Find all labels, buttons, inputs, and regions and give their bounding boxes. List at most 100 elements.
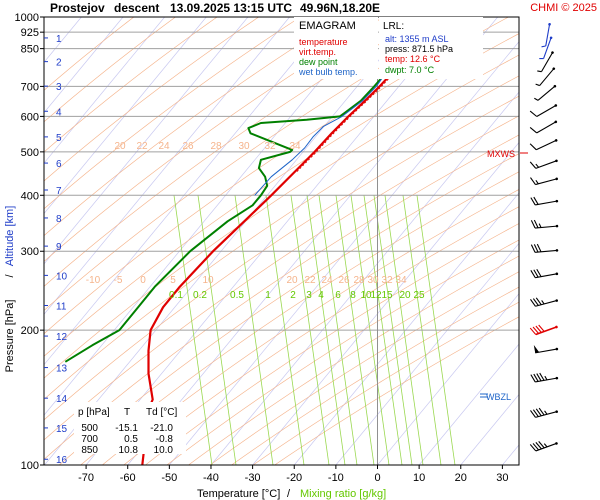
wind-barb [534,84,557,101]
lrl-dwpt: dwpt: 7.0 °C [385,65,435,75]
level-table: p [hPa] T Td [°C] 500 -15.1 -21.0 700 0.… [74,402,186,456]
lrl-alt: alt: 1355 m ASL [385,34,449,44]
wind-barb [541,23,551,48]
table-row-td: -0.8 [156,434,174,445]
plot-area [44,17,519,465]
theta-label: 26 [338,275,350,286]
alt-tick-label: 3 [56,82,62,93]
wind-barb [530,219,559,229]
p-tick-label: 1000 [15,12,39,24]
dry-adiabat [102,189,519,465]
table-row-p: 700 [81,434,98,445]
isotherm-line [44,17,165,164]
table-row-td: 10.0 [154,445,174,456]
dry-adiabat [44,33,519,357]
p-tick-label: 100 [21,460,39,472]
table-row-t: -15.1 [115,423,138,434]
isotherm-line [418,343,519,465]
table-row-t: 0.5 [124,434,138,445]
isotherm-line [127,17,498,465]
dry-adiabat [123,206,519,465]
copyright: CHMI © 2025 [530,2,597,14]
wind-barb [533,344,559,354]
dry-adiabat [44,17,259,182]
alt-tick-label: 9 [56,242,62,253]
theta-label: 30 [367,275,379,286]
dry-adiabat [44,17,343,237]
table-row-td: -21.0 [150,423,173,434]
dry-adiabat [44,95,519,421]
isotherm-line [169,41,519,465]
alt-tick-label: 15 [56,424,68,435]
alt-tick-label: 7 [56,186,62,197]
theta-label: 5 [170,275,176,286]
mixing-ratio-label: 15 [381,290,393,301]
wind-barb [529,139,558,151]
mixing-ratio-label: 6 [335,290,341,301]
alt-tick-label: 12 [56,332,68,343]
x-tick-label: -70 [78,472,94,484]
wind-barb [529,104,558,117]
theta-label: 24 [321,275,333,286]
table-row-t: 10.8 [119,445,139,456]
series-line-virt-temp [295,44,433,173]
wind-barb [530,268,559,279]
alt-tick-label: 5 [56,133,62,144]
isotherm-line [85,17,457,465]
dry-adiabat [274,316,519,465]
theta-label: 0 [140,275,146,286]
upper-mixing-label: 32 [264,141,276,152]
x-tick-label: 30 [496,472,508,484]
isotherm-line [210,91,519,465]
p-tick-label: 600 [21,111,39,123]
y-axis-title-altitude: Altitude [km] [4,206,16,267]
header-station: Prostejov [50,1,105,15]
isotherm-line [44,17,332,366]
mixing-ratio-label: 0.1 [169,290,183,301]
dry-adiabat [145,223,519,465]
mixing-ratio-label: 0.2 [193,290,207,301]
mixing-ratio-label: 0.5 [230,290,244,301]
y-axis-title-separator: / [4,274,16,278]
dry-adiabat [44,134,519,460]
wbzl-label: WBZL [486,392,511,402]
x-tick-label: -50 [161,472,177,484]
mixing-ratio-label: 4 [318,290,324,301]
alt-tick-label: 8 [56,214,62,225]
upper-mixing-label: 30 [238,141,250,152]
mixing-ratio-label: 1 [265,290,271,301]
dry-adiabat [44,17,426,287]
alt-tick-label: 1 [56,34,62,45]
alt-tick-label: 16 [56,455,68,466]
table-header-td: Td [°C] [146,407,177,418]
alt-tick-label: 6 [56,159,62,170]
mixing-ratio-label: 3 [306,290,312,301]
isotherm-line [252,141,519,465]
x-axis-title-mixing: Mixing ratio [g/kg] [300,488,386,500]
header-datetime: 13.09.2025 13:15 UTC [170,1,292,15]
x-tick-label: -20 [286,472,302,484]
dry-adiabat [44,17,218,153]
table-header-p: p [hPa] [78,407,110,418]
isotherm-line [335,242,519,465]
wind-barb [530,196,559,206]
p-tick-label: 700 [21,81,39,93]
x-tick-label: 20 [455,472,467,484]
dry-adiabat [44,17,301,210]
isotherm-line [44,17,249,265]
mixing-ratio-label: 25 [413,290,425,301]
alt-tick-label: 14 [56,394,68,405]
plot-frame [43,16,520,466]
alt-tick-label: 10 [56,271,68,282]
upper-mixing-label: 28 [210,141,222,152]
isotherm-line [44,17,124,114]
x-tick-label: 0 [374,472,380,484]
p-tick-label: 200 [21,325,39,337]
legend-item-virt-temp: virt.temp. [299,47,336,57]
dry-adiabat [44,115,519,441]
mixing-ratio-label: 2 [290,290,296,301]
p-tick-label: 300 [21,246,39,258]
table-row-p: 500 [81,423,98,434]
alt-tick-label: 11 [56,302,67,313]
